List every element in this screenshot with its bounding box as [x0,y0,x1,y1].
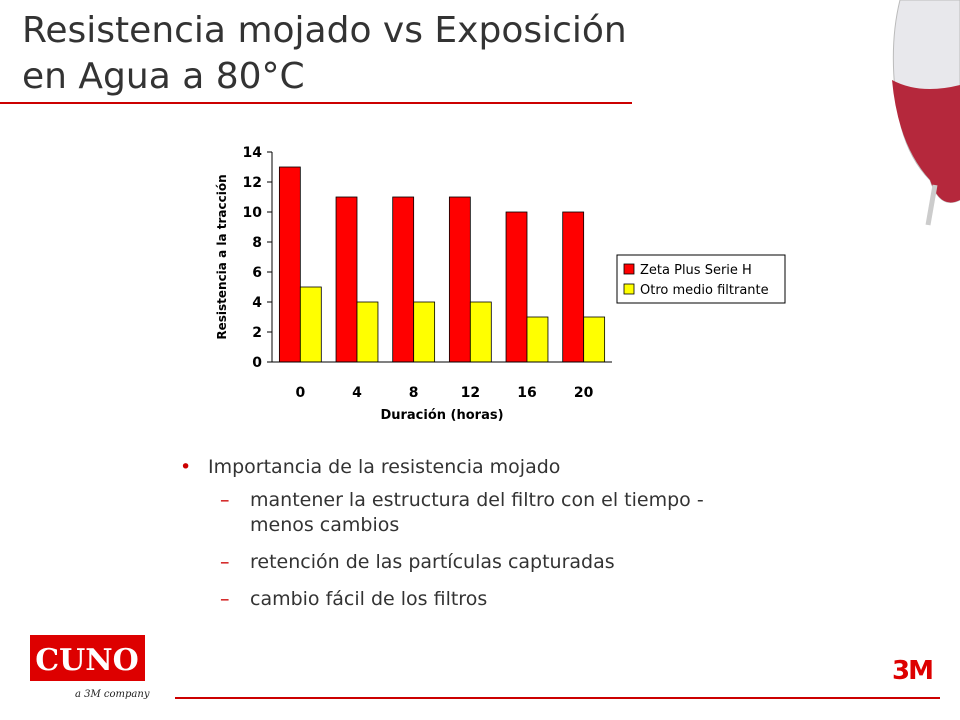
chart: Resistencia a la tracción 0 2 4 6 8 10 12 14 0 4 8 1… [215,145,786,423]
x-tick-label: 12 [461,385,480,401]
y-tick-label: 0 [252,355,262,371]
bar [356,301,379,363]
legend-swatch [623,283,635,295]
x-tick-label: 0 [295,385,305,401]
cuno-logo: CUNO a 3M company [30,635,150,700]
cuno-box [30,635,145,681]
y-tick-label: 12 [243,175,262,191]
bar [562,211,585,363]
legend-label: Zeta Plus Serie H [640,263,752,278]
bar [278,166,301,363]
bar [392,196,415,363]
sub-bullet-text: mantener la estructura del filtro con el… [250,489,704,536]
y-axis-label: Resistencia a la tracción [215,174,229,339]
legend-swatch [623,263,635,275]
bullet: Importancia de la resistencia mojado [180,456,710,478]
bar [413,301,436,363]
x-tick-label: 4 [352,385,362,401]
bar [448,196,471,363]
title-line: Resistencia mojado vs Exposición [22,10,627,51]
sub-bullet-text: cambio fácil de los filtros [250,588,488,610]
y-tick-label: 2 [252,325,262,341]
bar [299,286,322,363]
slide-title: Resistencia mojado vs Exposición en Agua… [22,8,627,100]
x-tick-label: 8 [409,385,419,401]
y-tick-label: 14 [243,145,263,161]
cuno-tagline: a 3M company [75,689,150,700]
y-tick-label: 6 [252,265,262,281]
wine-glass [892,0,960,226]
title-rule [0,102,632,104]
x-tick-label: 16 [517,385,536,401]
y-tick-label: 8 [252,235,262,251]
y-tick-label: 10 [243,205,263,221]
sub-bullet-text: retención de las partículas capturadas [250,551,615,573]
bar [526,316,549,363]
threem-logo: 3M [892,656,934,686]
legend-box [616,254,786,304]
footer-rule [175,697,940,699]
sub-bullet: – mantener la estructura del filtro con e… [220,489,704,536]
title-line: en Agua a 80°C [22,56,305,97]
bar [469,301,492,363]
bar [335,196,358,363]
sub-bullet: – cambio fácil de los filtros [220,588,488,610]
y-tick-label: 4 [252,295,262,311]
bar [583,316,606,363]
sub-bullet: – retención de las partículas capturadas [220,551,615,573]
bar [505,211,528,363]
x-axis-label: Duración (horas) [380,408,503,423]
bullet-list: Importancia de la resistencia mojado –ma… [180,456,710,624]
legend-label: Otro medio filtrante [640,283,769,298]
x-tick-label: 20 [574,385,594,401]
cuno-text: CUNO [35,643,139,678]
